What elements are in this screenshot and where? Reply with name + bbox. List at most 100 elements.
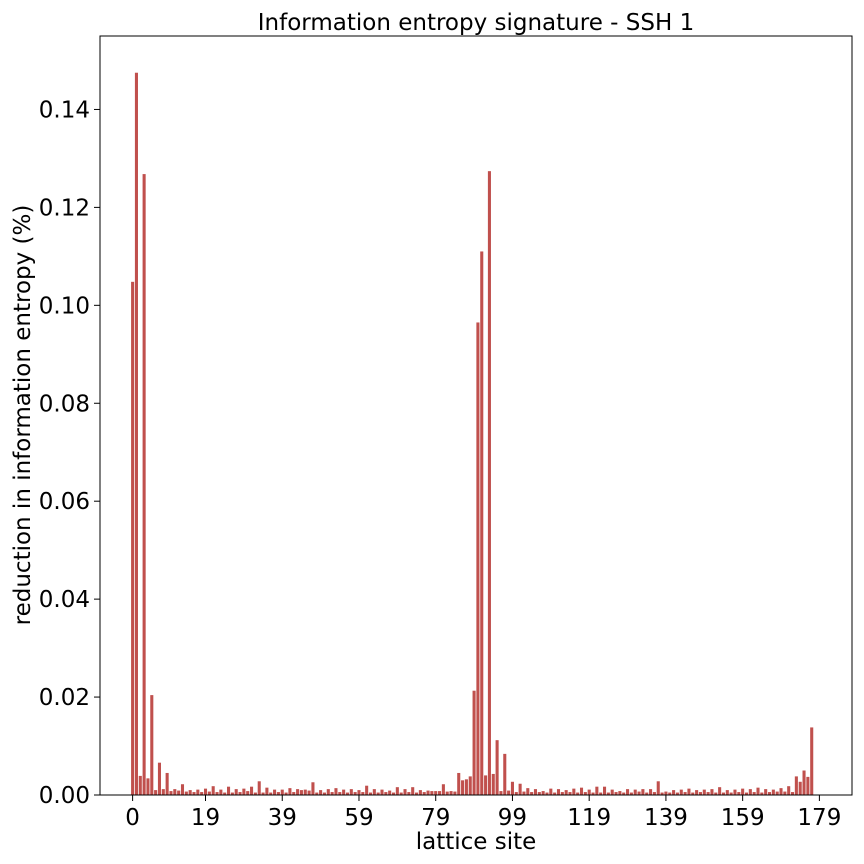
bar-site-48: [315, 792, 319, 795]
bar-site-58: [353, 792, 357, 795]
bar-site-109: [549, 788, 553, 795]
bar-site-39: [280, 789, 284, 795]
bar-site-161: [748, 789, 752, 795]
bar-site-147: [695, 790, 699, 795]
bar-site-72: [407, 792, 411, 795]
y-tick-label: 0.02: [39, 685, 90, 711]
bar-site-51: [326, 789, 330, 795]
x-tick-label: 179: [797, 805, 841, 831]
bar-site-6: [154, 790, 158, 795]
bar-site-162: [752, 792, 756, 795]
bar-site-54: [338, 792, 342, 795]
bar-site-112: [560, 792, 564, 795]
bar-site-23: [219, 789, 223, 795]
bar-site-123: [603, 786, 607, 795]
bar-site-136: [652, 792, 656, 795]
bar-site-91: [480, 251, 484, 795]
chart-title: Information entropy signature - SSH 1: [258, 10, 694, 36]
bar-site-68: [391, 792, 396, 795]
bar-site-156: [729, 792, 733, 795]
bar-site-133: [641, 789, 645, 795]
bar-site-22: [215, 792, 219, 795]
bar-site-49: [319, 790, 323, 795]
bar-site-29: [242, 788, 246, 795]
bar-site-67: [388, 790, 392, 795]
bar-site-50: [322, 792, 326, 795]
bar-site-100: [514, 792, 518, 795]
bar-site-36: [269, 792, 273, 795]
bar-site-90: [476, 322, 480, 795]
bar-site-176: [806, 776, 810, 795]
bar-site-141: [672, 790, 676, 795]
bar-site-4: [146, 778, 150, 795]
bar-series: [131, 72, 814, 796]
bar-site-168: [775, 791, 779, 795]
bar-site-53: [334, 788, 338, 795]
x-tick-label: 0: [125, 805, 140, 831]
bar-site-163: [756, 787, 760, 795]
bar-site-169: [779, 788, 783, 795]
bar-site-5: [150, 695, 154, 795]
bar-site-47: [311, 782, 315, 795]
bar-site-154: [721, 792, 725, 795]
bar-site-131: [633, 789, 637, 795]
bar-site-153: [718, 787, 722, 795]
bar-site-145: [687, 788, 691, 795]
bar-site-81: [441, 784, 445, 795]
bar-site-11: [173, 789, 177, 795]
bar-site-165: [764, 789, 768, 795]
bar-site-97: [503, 753, 507, 795]
bar-site-13: [180, 784, 185, 795]
y-tick-label: 0.04: [39, 587, 90, 613]
bar-site-2: [138, 775, 142, 795]
bar-site-12: [177, 790, 181, 795]
bar-site-89: [472, 690, 476, 795]
bar-site-69: [395, 787, 399, 795]
bar-site-104: [530, 792, 534, 795]
plot-frame: [99, 35, 853, 796]
y-tick-label: 0.00: [39, 783, 90, 809]
x-tick-label: 119: [567, 805, 611, 831]
bar-site-79: [434, 791, 438, 795]
bar-site-45: [303, 789, 307, 795]
bar-site-118: [583, 792, 587, 795]
y-tick-label: 0.08: [39, 391, 90, 417]
bar-site-159: [741, 788, 745, 795]
bar-site-61: [365, 785, 369, 795]
bar-site-93: [487, 171, 491, 795]
bar-site-52: [330, 792, 334, 795]
bar-site-119: [587, 789, 591, 795]
y-tick-label: 0.12: [39, 195, 90, 221]
bar-site-55: [342, 789, 346, 795]
bar-site-42: [292, 792, 296, 795]
bar-site-102: [522, 791, 526, 795]
bar-site-17: [196, 789, 200, 795]
y-tick-label: 0.14: [39, 97, 90, 123]
bar-site-0: [131, 281, 135, 795]
bar-site-60: [361, 792, 365, 795]
bar-site-135: [649, 789, 653, 795]
bar-site-144: [683, 792, 687, 795]
bar-site-125: [610, 789, 614, 795]
bar-site-1: [134, 72, 138, 796]
bar-site-160: [744, 792, 749, 795]
bar-site-107: [541, 791, 545, 795]
bar-site-155: [725, 790, 729, 795]
bar-site-146: [691, 792, 695, 795]
bar-site-21: [211, 786, 215, 795]
bar-site-121: [595, 786, 599, 795]
bar-site-105: [533, 789, 537, 795]
bar-site-137: [656, 781, 660, 795]
x-tick-label: 159: [721, 805, 765, 831]
bar-site-62: [368, 792, 373, 795]
bar-site-150: [706, 792, 710, 795]
bar-site-140: [668, 792, 672, 795]
x-tick-label: 59: [344, 805, 373, 831]
y-axis-ticks: 0.00 0.02 0.04 0.06 0.08 0.10 0.12 0.14: [39, 97, 100, 809]
bar-site-77: [426, 790, 430, 795]
bar-site-35: [265, 787, 269, 795]
bar-site-16: [192, 792, 196, 795]
bar-site-65: [380, 789, 384, 795]
bar-site-84: [453, 791, 457, 795]
bar-site-83: [449, 791, 453, 795]
